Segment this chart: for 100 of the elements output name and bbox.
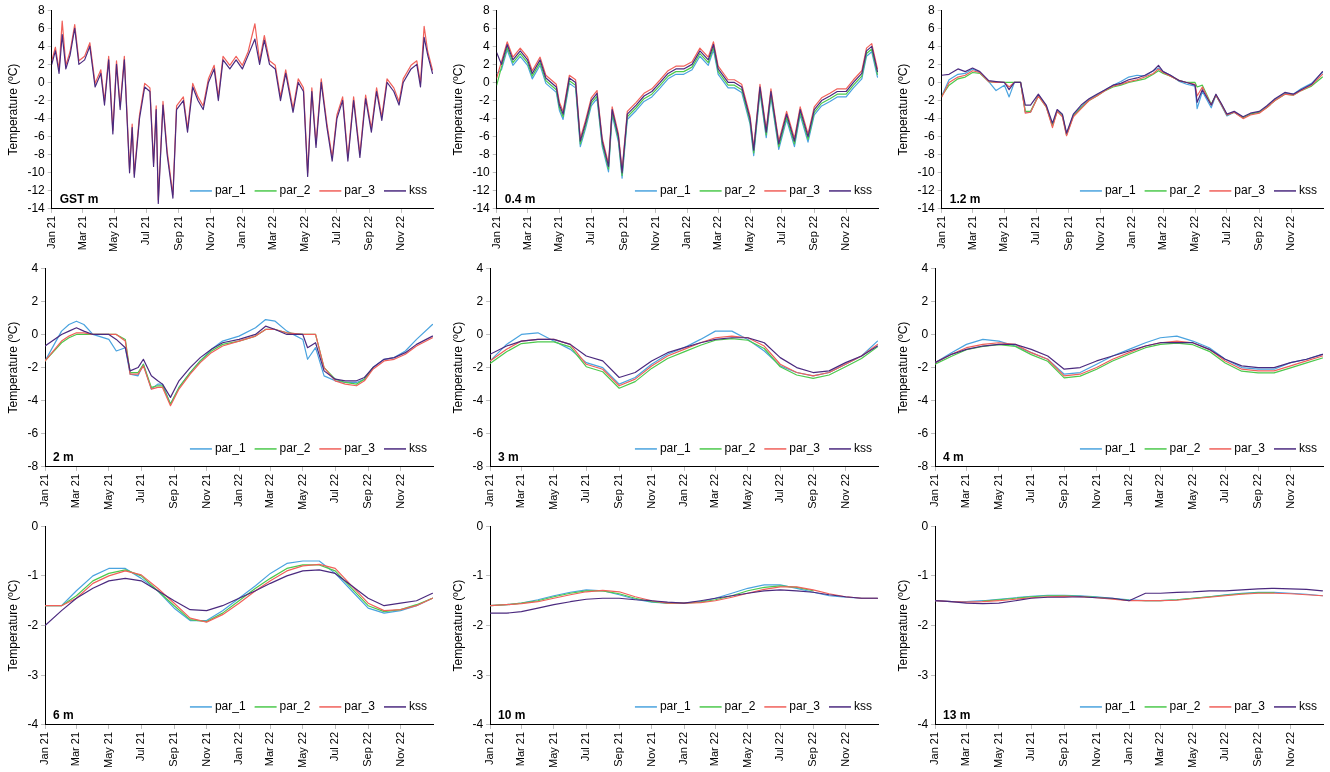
x-tick-label: Mar 21 <box>514 731 527 767</box>
x-tick-label: Sep 21 <box>1057 731 1070 767</box>
x-tick-label: Mar 22 <box>263 473 276 509</box>
y-tick-label: -2 <box>917 359 929 374</box>
x-tick-label: Jan 22 <box>235 215 248 249</box>
y-tick-label: -10 <box>917 165 936 180</box>
legend-label: kss <box>1299 441 1317 456</box>
y-tick-label: 0 <box>928 74 936 89</box>
legend-label: par_1 <box>1104 699 1136 714</box>
legend-label: par_1 <box>214 699 246 714</box>
x-tick-label: Sep 21 <box>171 215 184 251</box>
x-tick-label: Nov 22 <box>838 731 851 767</box>
legend-label: par_2 <box>279 183 311 198</box>
y-tick-label: -8 <box>472 459 484 474</box>
legend-label: par_2 <box>279 699 311 714</box>
y-tick-label: -4 <box>917 717 929 732</box>
legend-label: par_2 <box>724 183 756 198</box>
x-tick-label: Jan 21 <box>928 731 941 765</box>
y-tick-label: -10 <box>472 165 491 180</box>
legend-label: par_3 <box>1234 183 1266 198</box>
annotation: 0.4 m <box>504 191 536 206</box>
x-tick-label: May 22 <box>1185 473 1198 511</box>
x-tick-label: Mar 22 <box>263 731 276 767</box>
y-tick-label: 0 <box>921 326 929 341</box>
x-tick-label: May 21 <box>101 473 114 511</box>
x-tick-label: Nov 21 <box>1093 215 1106 251</box>
y-axis-title: Temperature (ºC) <box>5 63 20 156</box>
annotation: GST m <box>59 191 99 206</box>
x-tick-label: Jul 22 <box>328 731 341 762</box>
y-tick-label: -12 <box>27 183 46 198</box>
y-tick-label: 2 <box>31 293 39 308</box>
x-tick-label: Jan 22 <box>680 215 693 249</box>
x-tick-label: Jan 21 <box>38 473 51 507</box>
x-tick-label: May 21 <box>552 215 565 253</box>
y-tick-label: 2 <box>928 56 936 71</box>
x-tick-label: Mar 21 <box>69 731 82 767</box>
annotation: 1.2 m <box>949 191 981 206</box>
x-tick-label: Nov 22 <box>1284 215 1297 251</box>
y-tick-label: 0 <box>476 326 484 341</box>
y-tick-label: 2 <box>483 56 491 71</box>
x-tick-label: Nov 21 <box>199 473 212 509</box>
x-tick-label: May 22 <box>1185 731 1198 769</box>
x-tick-label: Sep 21 <box>167 731 180 767</box>
y-tick-label: -2 <box>917 617 929 632</box>
y-tick-label: -14 <box>917 201 936 216</box>
legend-label: par_2 <box>724 699 756 714</box>
x-tick-label: Nov 21 <box>644 473 657 509</box>
x-tick-label: Nov 22 <box>393 473 406 509</box>
annotation: 6 m <box>53 707 74 722</box>
x-tick-label: Jul 22 <box>328 473 341 504</box>
x-tick-label: Nov 21 <box>1089 473 1102 509</box>
legend-label: kss <box>854 699 872 714</box>
y-tick-label: -2 <box>34 92 46 107</box>
legend-label: par_1 <box>1104 441 1136 456</box>
x-tick-label: Nov 21 <box>203 215 216 251</box>
x-tick-label: Sep 21 <box>1061 215 1074 251</box>
legend-label: kss <box>409 699 427 714</box>
y-tick-label: -8 <box>479 147 491 162</box>
x-tick-label: Sep 22 <box>1251 473 1264 509</box>
x-tick-label: Sep 21 <box>167 473 180 509</box>
x-tick-label: Jan 22 <box>677 731 690 765</box>
x-tick-label: Sep 22 <box>806 731 819 767</box>
x-tick-label: May 22 <box>298 215 311 253</box>
y-tick-label: -14 <box>472 201 491 216</box>
x-tick-label: Jul 22 <box>773 731 786 762</box>
y-tick-label: -8 <box>27 459 39 474</box>
y-axis-title: Temperature (ºC) <box>5 579 20 672</box>
y-tick-label: -3 <box>27 667 39 682</box>
y-tick-label: -12 <box>472 183 491 198</box>
x-tick-label: Mar 22 <box>708 731 721 767</box>
x-tick-label: Jul 21 <box>139 215 152 246</box>
legend-label: kss <box>1299 699 1317 714</box>
y-tick-label: 8 <box>928 2 936 17</box>
y-tick-label: 0 <box>921 518 929 533</box>
x-tick-label: Sep 22 <box>807 215 820 251</box>
x-tick-label: May 21 <box>991 731 1004 769</box>
x-tick-label: Mar 22 <box>266 215 279 251</box>
legend-label: par_3 <box>789 183 821 198</box>
x-tick-label: May 22 <box>740 731 753 769</box>
x-tick-label: Nov 21 <box>644 731 657 767</box>
x-tick-label: Nov 22 <box>838 473 851 509</box>
x-tick-label: Sep 22 <box>362 215 375 251</box>
y-tick-label: -1 <box>472 568 484 583</box>
y-tick-label: -1 <box>917 568 929 583</box>
x-tick-label: Nov 22 <box>394 215 407 251</box>
y-tick-label: 4 <box>38 38 46 53</box>
y-tick-label: -2 <box>27 617 39 632</box>
x-tick-label: Mar 22 <box>708 473 721 509</box>
legend-label: par_3 <box>1234 441 1266 456</box>
y-tick-label: -14 <box>27 201 46 216</box>
x-tick-label: Nov 22 <box>1283 473 1296 509</box>
x-tick-label: Jul 21 <box>134 473 147 504</box>
y-tick-label: -4 <box>917 393 929 407</box>
y-tick-label: -2 <box>27 359 39 374</box>
x-tick-label: Jul 22 <box>1218 731 1231 762</box>
legend-label: par_1 <box>659 183 691 198</box>
x-tick-label: Mar 21 <box>959 731 972 767</box>
legend-label: par_3 <box>344 183 376 198</box>
x-tick-label: May 22 <box>1188 215 1201 253</box>
y-tick-label: 0 <box>31 518 39 533</box>
